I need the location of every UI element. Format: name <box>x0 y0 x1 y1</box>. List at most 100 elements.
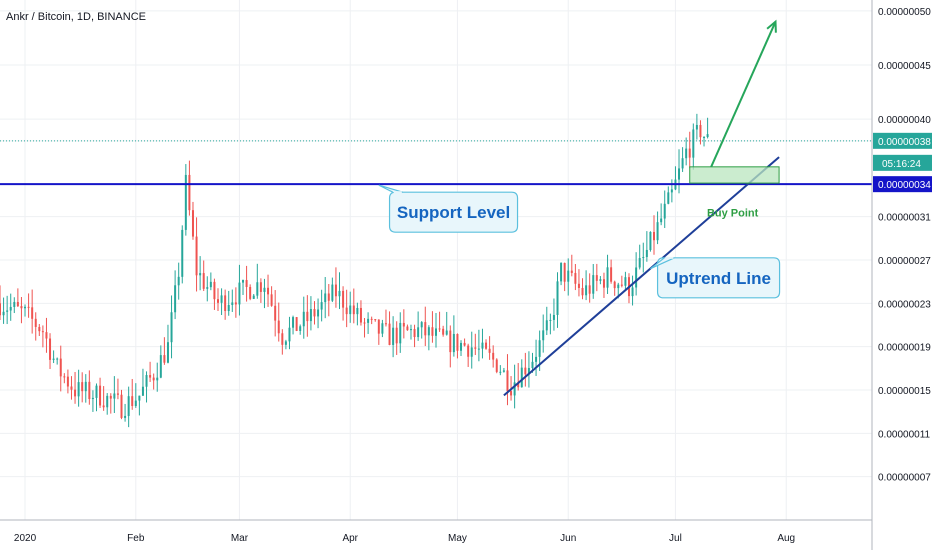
candle-body <box>456 333 459 351</box>
candle-body <box>699 124 702 138</box>
candle-body <box>177 276 180 286</box>
candle-body <box>563 262 566 282</box>
candle-body <box>592 275 595 294</box>
candle-body <box>670 189 673 193</box>
candle-body <box>395 327 398 344</box>
candle-body <box>138 395 141 401</box>
candle-body <box>299 326 302 331</box>
candle-body <box>13 301 16 307</box>
candle-body <box>549 319 552 321</box>
candle-body <box>56 358 59 360</box>
candle-body <box>41 331 44 333</box>
candle-body <box>6 310 9 312</box>
candle-body <box>445 330 448 335</box>
candle-body <box>24 306 27 309</box>
candle-body <box>427 327 430 336</box>
candle-body <box>477 348 480 350</box>
candle-body <box>292 317 295 328</box>
y-tick-label: 0.00000015 <box>878 386 931 397</box>
candle-body <box>438 328 441 330</box>
candle-body <box>570 270 573 273</box>
uptrend-line[interactable] <box>503 156 780 397</box>
candle-body <box>470 347 473 357</box>
candle-body <box>545 320 548 331</box>
candle-body <box>206 287 209 289</box>
candle-body <box>52 358 55 360</box>
y-tick-label: 0.00000011 <box>878 429 931 440</box>
target-arrow[interactable] <box>710 21 777 168</box>
candle-body <box>27 306 30 308</box>
y-tick-label: 0.00000031 <box>878 213 931 224</box>
candle-body <box>585 285 588 296</box>
candle-body <box>556 281 559 315</box>
candle-body <box>63 376 66 378</box>
candle-body <box>317 309 320 317</box>
candle-body <box>402 322 405 327</box>
candle-body <box>527 367 530 375</box>
candle-body <box>209 281 212 288</box>
candle-body <box>184 174 187 230</box>
candle-body <box>245 280 248 287</box>
candle-body <box>356 307 359 315</box>
callout-box <box>388 191 519 233</box>
candle-body <box>91 397 94 400</box>
candle-body <box>66 376 69 387</box>
candle-body <box>99 385 102 406</box>
candle-body <box>377 319 380 334</box>
candle-body <box>59 358 62 377</box>
support-price-tag <box>873 176 932 193</box>
candle-body <box>224 295 227 312</box>
candle-body <box>485 342 488 349</box>
candle-body <box>102 405 105 408</box>
candle-body <box>349 305 352 315</box>
buy-point-label: Buy Point <box>707 208 759 220</box>
candle-body <box>531 361 534 368</box>
candle-body <box>620 284 623 286</box>
candle-body <box>20 306 23 309</box>
candle-body <box>195 236 198 276</box>
callout-pointer <box>650 257 675 270</box>
y-tick-label: 0.00000045 <box>878 61 931 72</box>
candle-body <box>495 359 498 372</box>
candle-body <box>488 348 491 353</box>
candle-body <box>420 322 423 328</box>
support-callout[interactable]: Support Level <box>378 184 519 233</box>
candle-body <box>259 282 262 292</box>
candle-body <box>0 303 1 316</box>
y-tick-label: 0.00000023 <box>878 299 931 310</box>
candle-body <box>81 382 84 392</box>
candle-body <box>363 322 366 324</box>
candle-body <box>152 377 155 381</box>
candle-body <box>406 326 409 331</box>
candle-body <box>392 327 395 345</box>
candle-body <box>256 282 259 296</box>
candle-body <box>188 174 191 211</box>
uptrend-callout[interactable]: Uptrend Line <box>650 256 781 299</box>
x-tick-label: Feb <box>127 533 145 544</box>
candle-body <box>660 218 663 223</box>
candle-body <box>124 415 127 418</box>
buy-point-box[interactable] <box>689 166 780 184</box>
candle-body <box>306 311 309 322</box>
candle-body <box>520 367 523 388</box>
candle-body <box>417 327 420 338</box>
candle-body <box>213 281 216 300</box>
x-tick-label: Jun <box>560 533 576 544</box>
candle-body <box>513 382 516 396</box>
candle-body <box>270 294 273 306</box>
candle-body <box>381 323 384 334</box>
candle-body <box>374 319 377 321</box>
candle-body <box>331 284 334 301</box>
candle-body <box>442 328 445 335</box>
y-tick-label: 0.00000050 <box>878 7 931 18</box>
candle-body <box>370 318 373 320</box>
candle-body <box>163 355 166 363</box>
candle-body <box>267 287 270 295</box>
candle-body <box>624 277 627 286</box>
candle-body <box>281 333 284 345</box>
candle-body <box>313 309 316 317</box>
candle-body <box>431 327 434 336</box>
candle-body <box>642 257 645 259</box>
